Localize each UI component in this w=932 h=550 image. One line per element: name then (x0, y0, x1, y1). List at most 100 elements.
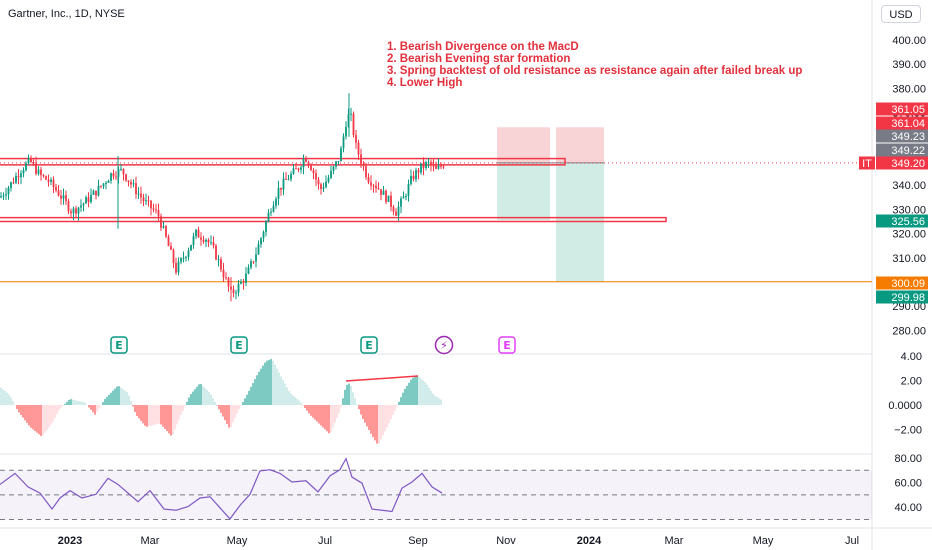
candle-body (187, 250, 190, 257)
candle-body (142, 197, 145, 202)
candle-body (237, 283, 240, 293)
candle-body (147, 200, 150, 202)
candle-body (305, 158, 307, 162)
short-positions[interactable] (497, 127, 604, 283)
symbol-title[interactable]: Gartner, Inc., 1D, NYSE (8, 8, 125, 20)
candle-body (92, 190, 95, 195)
candle-body (202, 239, 205, 242)
candle-body (382, 190, 385, 195)
price-badge-label: 349.20 (891, 158, 925, 170)
candle-body (325, 181, 327, 188)
candle-body (322, 187, 325, 189)
candle-body (245, 273, 247, 283)
candle-body (400, 198, 402, 207)
candle-body (102, 183, 105, 187)
level-drawings[interactable] (0, 157, 872, 283)
time-axis[interactable]: 2023 Mar May Jul Sep Nov 2024 Mar May Jul (58, 535, 859, 547)
candle-body (30, 157, 32, 162)
candle-body (327, 177, 330, 182)
event-markers[interactable]: E E E ⚡ E (110, 335, 516, 355)
candle-body (422, 163, 425, 168)
price-tick: 400.00 (892, 35, 926, 47)
marker-label: ⚡ (440, 339, 448, 352)
marker-label: E (235, 339, 243, 352)
time-tick: Nov (496, 535, 516, 547)
candle-body (310, 165, 312, 171)
candle-body (50, 179, 52, 182)
time-tick: Jul (318, 535, 332, 547)
candle-body (335, 161, 337, 167)
candle-body (200, 237, 202, 240)
rsi-line (0, 457, 443, 520)
time-tick: 2023 (58, 535, 82, 547)
candle-body (35, 163, 37, 174)
candle-body (415, 170, 417, 180)
price-badge (876, 290, 928, 304)
candle-body (37, 169, 40, 174)
candle-body (197, 229, 200, 238)
candle-body (215, 245, 217, 260)
currency-button[interactable]: USD (881, 5, 921, 23)
candle-body (15, 175, 17, 183)
earnings-marker (230, 336, 248, 354)
candle-body (257, 244, 260, 255)
candle-body (372, 185, 375, 187)
candle-body (190, 244, 192, 251)
candle-body (57, 190, 60, 196)
candle-body (232, 289, 235, 294)
candle-body (385, 190, 387, 202)
price-tick: 280.00 (892, 325, 926, 337)
price-badge (876, 156, 928, 170)
candle-body (140, 193, 142, 198)
candle-body (112, 173, 115, 177)
macd-tick: 4.00 (901, 351, 922, 363)
candle-body (137, 193, 140, 195)
candle-body (192, 236, 195, 245)
candle-body (87, 197, 90, 203)
candle-body (195, 229, 197, 237)
candle-body (267, 212, 270, 222)
candle-body (387, 195, 390, 202)
price-badge-label: 299.98 (891, 292, 925, 304)
candle-body (77, 207, 80, 214)
candle-body (412, 175, 415, 180)
candle-body (350, 113, 352, 115)
note-2: 2. Bearish Evening star formation (387, 53, 571, 65)
candle-body (207, 239, 210, 243)
candle-body (285, 178, 287, 180)
price-badge-label: 300.09 (891, 278, 925, 290)
candle-body (287, 179, 290, 181)
price-badge (876, 129, 928, 143)
price-tick: 320.00 (892, 229, 926, 241)
candle-body (440, 165, 442, 167)
candle-body (60, 195, 62, 199)
candle-body (432, 165, 435, 167)
candle-body (345, 126, 347, 137)
candle-body (170, 246, 172, 250)
candle-body (402, 196, 405, 199)
candle-body (265, 221, 267, 233)
candle-body (130, 182, 132, 185)
candle-body (175, 263, 177, 273)
candle-body (172, 249, 175, 264)
price-tick: 290.00 (892, 301, 926, 313)
candle-body (62, 195, 65, 199)
candle-body (120, 168, 122, 170)
position-2-risk (556, 127, 604, 163)
candle-body (160, 216, 162, 228)
candle-body (255, 254, 257, 262)
candle-body (115, 176, 117, 178)
candle-body (307, 161, 310, 166)
candle-body (252, 261, 255, 263)
candle-body (410, 175, 412, 184)
candle-body (145, 200, 147, 202)
candle-body (317, 179, 320, 185)
price-badge-label: 361.04 (891, 118, 925, 130)
note-3: 3. Spring backtest of old resistance as … (387, 65, 803, 77)
analysis-notes: 1. Bearish Divergence on the MacD 2. Bea… (387, 41, 802, 89)
candle-body (67, 200, 70, 212)
candle-body (82, 203, 85, 206)
candle-body (430, 161, 432, 166)
